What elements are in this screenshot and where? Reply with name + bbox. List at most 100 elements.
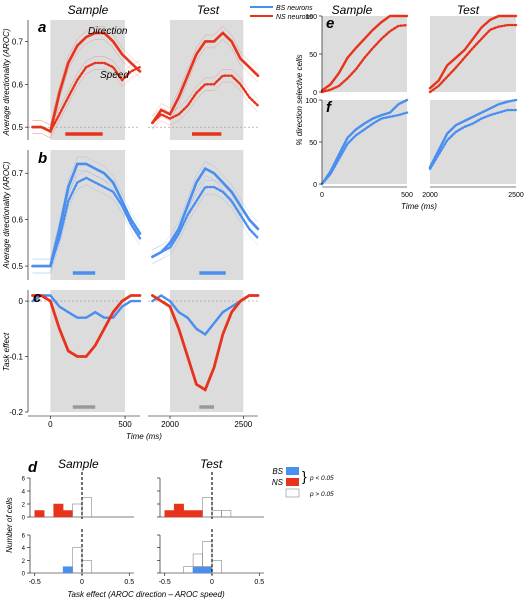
series-line-speed — [320, 23, 409, 94]
hist-bar-nonsig — [211, 510, 222, 518]
title-test-right: Test — [457, 3, 480, 17]
legend-sig-label: p < 0.05 — [309, 475, 334, 482]
y-tick-label: 4 — [22, 546, 26, 552]
hist-bar-sig — [53, 503, 64, 518]
panel-letter: c — [33, 289, 42, 306]
series-line-bs — [31, 294, 142, 319]
x-axis-label: Time (ms) — [126, 432, 162, 441]
sem-lower — [32, 184, 141, 274]
x-axis-label: Time (ms) — [401, 202, 437, 211]
y-tick-label: 0 — [313, 90, 317, 97]
title-sample-right: Sample — [332, 3, 373, 17]
y-tick-label: 0 — [22, 572, 26, 578]
series-line-speed — [31, 176, 142, 268]
y-axis-label: Number of cells — [5, 497, 14, 553]
hist-bar-nonsig — [72, 503, 83, 518]
x-axis-label: Task effect (AROC direction – AROC speed… — [67, 590, 225, 599]
sem-upper — [152, 161, 259, 250]
x-tick-label: 2000 — [161, 420, 179, 429]
y-tick-label: 100 — [305, 98, 317, 105]
hist-bar-sig — [173, 503, 184, 518]
x-tick-label: 2500 — [508, 192, 524, 199]
series-line-direction — [428, 14, 518, 90]
sem-lower — [32, 39, 141, 139]
sem-lower — [152, 39, 259, 130]
x-tick-label: 0 — [320, 192, 324, 199]
hist-bar-nonsig — [81, 497, 92, 518]
legend-ns-swatch — [286, 478, 299, 486]
legend-ns-label: NS neurons — [276, 14, 313, 21]
hist-bar-sig — [164, 510, 175, 518]
y-tick-label: 0 — [19, 297, 24, 306]
hist-bar-sig — [183, 510, 194, 518]
epoch-shade — [430, 100, 516, 184]
x-tick-label: 500 — [118, 420, 132, 429]
epoch-shade — [170, 150, 244, 280]
x-tick-label: 0 — [80, 579, 84, 586]
hist-bar-nonsig — [202, 541, 213, 567]
y-axis-label: Average directionality (AROC) — [2, 28, 11, 136]
y-tick-label: 6 — [22, 534, 26, 540]
panel-c: 0 -0.1 -0.2 0 500 2000 2500 Time (ms) Task effec… — [2, 289, 260, 441]
x-tick-label: 0.5 — [254, 579, 264, 586]
series-line-direction — [428, 98, 518, 169]
legend-brace: } — [302, 468, 307, 484]
legend-nonsig-swatch — [285, 488, 300, 498]
y-tick-label: 0 — [313, 182, 317, 189]
series-line-speed — [320, 111, 409, 186]
title-sample-d: Sample — [58, 457, 99, 471]
y-tick-label: 0 — [22, 516, 26, 522]
y-tick-label: 100 — [305, 14, 317, 21]
series-line-speed — [151, 185, 260, 258]
panel-letter: e — [326, 15, 334, 32]
y-tick-label: 4 — [22, 490, 26, 496]
y-tick-label: 50 — [309, 52, 317, 59]
y-tick-label: 50 — [309, 140, 317, 147]
hist-bar-sig — [192, 566, 203, 574]
y-axis-label: Task effect — [2, 332, 11, 371]
annotation-speed: Speed — [100, 70, 129, 81]
legend-nonsig-label: p > 0.05 — [309, 491, 334, 498]
panel-letter: d — [28, 459, 38, 476]
title-test-d: Test — [200, 457, 223, 471]
hist-bar-nonsig — [211, 560, 222, 574]
y-tick-label: -0.2 — [9, 408, 23, 417]
hist-bar-nonsig — [192, 553, 203, 567]
sem-lower — [32, 69, 141, 139]
x-tick-label: 500 — [401, 192, 413, 199]
sem-upper — [32, 26, 141, 126]
sem-upper — [32, 170, 141, 260]
sem-upper — [152, 26, 259, 117]
sem-lower — [152, 175, 259, 264]
hist-bar-sig — [34, 510, 45, 518]
series-line-direction — [151, 31, 260, 125]
y-tick-label: -0.1 — [9, 353, 23, 362]
x-tick-label: -0.5 — [29, 579, 41, 586]
hist-bar-nonsig — [183, 566, 194, 574]
panel-letter: b — [38, 150, 47, 167]
panel-letter: f — [326, 99, 333, 116]
x-tick-label: -0.5 — [159, 579, 171, 586]
series-line-ns — [151, 294, 260, 392]
annotation-direction: Direction — [88, 26, 128, 37]
legend-bs-label: BS — [272, 467, 283, 476]
sem-lower — [152, 193, 259, 264]
panel-letter: a — [38, 19, 46, 36]
series-line-direction — [320, 98, 409, 186]
x-tick-label: 2000 — [422, 192, 438, 199]
series-line-direction — [151, 166, 260, 259]
y-tick-label: 0.6 — [12, 80, 24, 89]
sem-upper — [152, 180, 259, 250]
legend-ns-label: NS — [272, 478, 284, 487]
series-line-direction — [320, 14, 409, 92]
x-tick-label: 0.5 — [124, 579, 134, 586]
x-tick-label: 0 — [210, 579, 214, 586]
y-tick-label: 2 — [22, 559, 26, 565]
x-tick-label: 2500 — [234, 420, 252, 429]
epoch-shade — [170, 20, 244, 140]
x-tick-label: 0 — [48, 420, 53, 429]
y-tick-label: 0.7 — [12, 37, 24, 46]
y-axis-label: Average directionality (AROC) — [2, 161, 11, 269]
title-test-left: Test — [197, 3, 220, 17]
